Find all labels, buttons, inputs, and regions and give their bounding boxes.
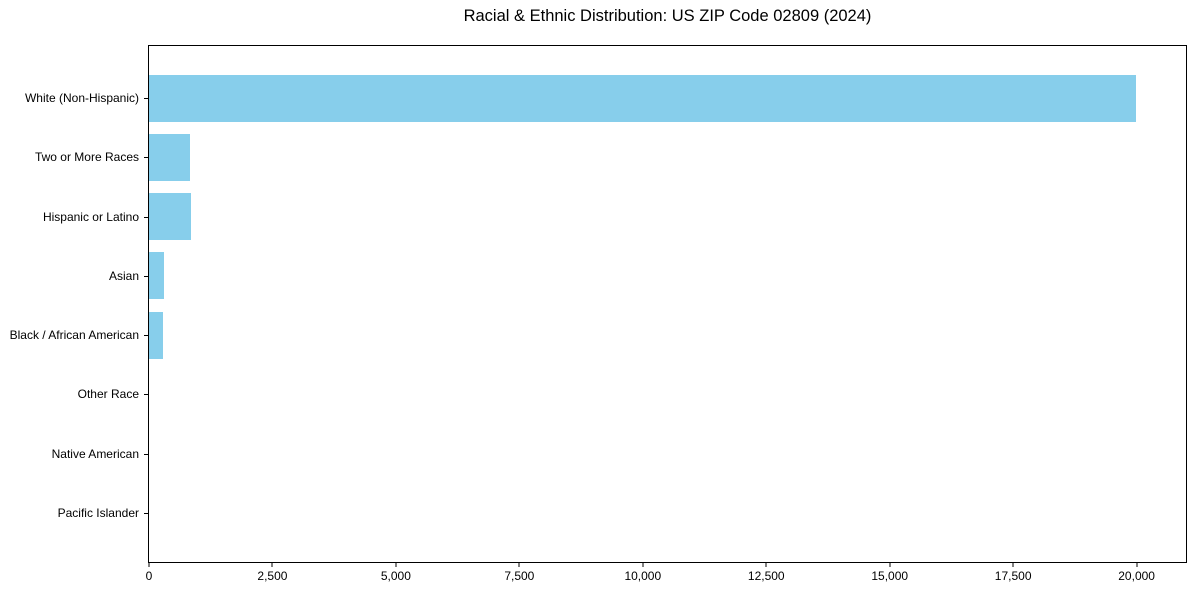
x-axis-tick-label: 20,000: [1118, 569, 1155, 583]
x-axis-tick-label: 12,500: [747, 569, 785, 583]
x-axis-tick-mark: [1012, 562, 1014, 567]
chart-title: Racial & Ethnic Distribution: US ZIP Cod…: [463, 7, 872, 25]
y-axis-label: Hispanic or Latino: [42, 209, 139, 224]
x-axis-tick-label: 7,500: [504, 569, 535, 583]
x-axis-tick-mark: [148, 562, 150, 567]
x-axis-tick-label: 5,000: [380, 569, 411, 583]
y-axis-tick-mark: [144, 216, 149, 218]
x-axis-tick-mark: [765, 562, 767, 567]
y-axis-label: Pacific Islander: [57, 506, 139, 520]
bar: [149, 133, 190, 181]
y-axis-label: White (Non-Hispanic): [24, 91, 139, 105]
bar: [149, 74, 1136, 122]
bar: [149, 311, 163, 359]
x-axis-tick-mark: [518, 562, 520, 567]
y-axis-label: Asian: [108, 268, 139, 283]
x-axis-tick-mark: [395, 562, 397, 567]
x-axis-tick-label: 10,000: [624, 569, 662, 583]
x-axis-tick-mark: [1136, 562, 1138, 567]
y-axis-tick-mark: [144, 453, 149, 455]
y-axis-label: Two or More Races: [34, 150, 139, 165]
y-axis-label: Native American: [51, 446, 139, 461]
y-axis-tick-mark: [144, 275, 149, 277]
y-axis-tick-mark: [144, 335, 149, 337]
bar: [149, 252, 164, 300]
x-axis-tick-label: 2,500: [257, 569, 288, 583]
x-axis-tick-label: 0: [145, 569, 153, 583]
plot-area: White (Non-Hispanic) Two or More Races His…: [10, 45, 1187, 582]
x-axis-tick-label: 15,000: [871, 569, 909, 583]
y-axis-tick-mark: [144, 513, 149, 514]
y-axis-label: Other Race: [77, 387, 139, 402]
x-axis-tick-mark: [642, 562, 644, 567]
bar: [149, 193, 191, 241]
y-axis-label: Black / African American: [9, 328, 139, 343]
y-axis-tick-mark: [144, 157, 149, 159]
x-axis-tick-mark: [889, 562, 891, 567]
y-axis-tick-mark: [144, 394, 149, 396]
y-axis-tick-mark: [144, 98, 149, 99]
x-axis-tick-mark: [271, 562, 273, 567]
x-axis-tick-label: 17,500: [994, 569, 1032, 583]
